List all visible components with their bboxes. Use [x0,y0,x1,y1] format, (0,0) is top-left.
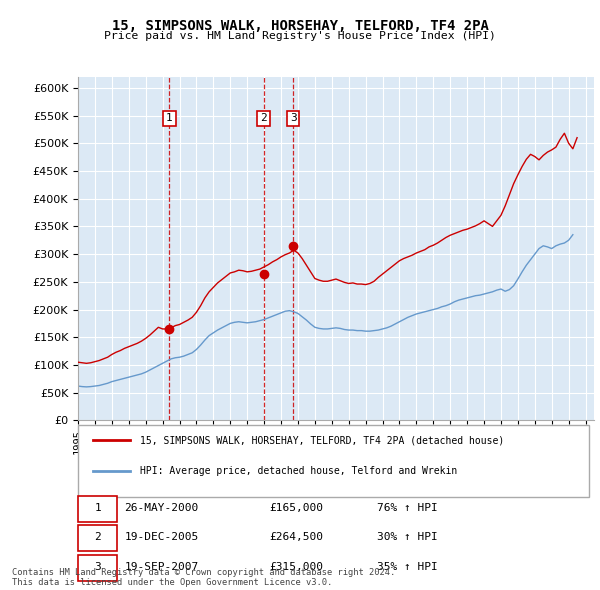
FancyBboxPatch shape [78,496,116,522]
Text: 19-DEC-2005: 19-DEC-2005 [124,532,199,542]
Text: Price paid vs. HM Land Registry's House Price Index (HPI): Price paid vs. HM Land Registry's House … [104,31,496,41]
Text: 30% ↑ HPI: 30% ↑ HPI [377,532,438,542]
Text: 15, SIMPSONS WALK, HORSEHAY, TELFORD, TF4 2PA: 15, SIMPSONS WALK, HORSEHAY, TELFORD, TF… [112,19,488,33]
Text: 19-SEP-2007: 19-SEP-2007 [124,562,199,572]
FancyBboxPatch shape [78,525,116,552]
Text: HPI: Average price, detached house, Telford and Wrekin: HPI: Average price, detached house, Telf… [140,466,457,476]
Text: 3: 3 [290,113,296,123]
Text: 35% ↑ HPI: 35% ↑ HPI [377,562,438,572]
Text: 3: 3 [94,562,101,572]
Text: 1: 1 [166,113,173,123]
FancyBboxPatch shape [78,555,116,581]
Text: 1: 1 [94,503,101,513]
Text: 26-MAY-2000: 26-MAY-2000 [124,503,199,513]
Text: £264,500: £264,500 [269,532,323,542]
Text: 2: 2 [94,532,101,542]
Text: Contains HM Land Registry data © Crown copyright and database right 2024.
This d: Contains HM Land Registry data © Crown c… [12,568,395,587]
Text: £315,000: £315,000 [269,562,323,572]
FancyBboxPatch shape [78,425,589,497]
Text: £165,000: £165,000 [269,503,323,513]
Text: 76% ↑ HPI: 76% ↑ HPI [377,503,438,513]
Text: 15, SIMPSONS WALK, HORSEHAY, TELFORD, TF4 2PA (detached house): 15, SIMPSONS WALK, HORSEHAY, TELFORD, TF… [140,435,504,445]
Text: 2: 2 [260,113,267,123]
